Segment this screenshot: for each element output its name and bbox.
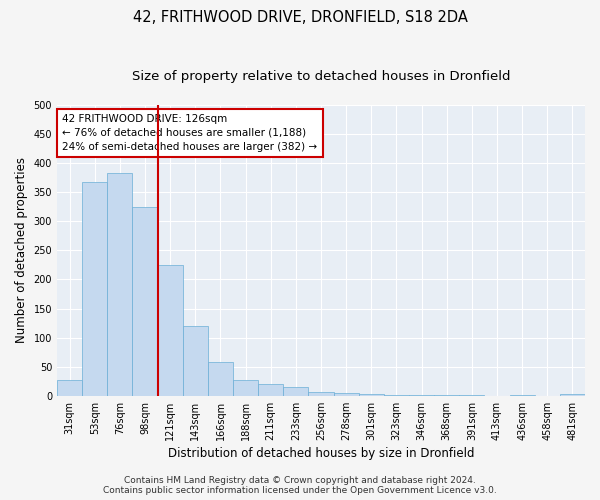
Text: 42 FRITHWOOD DRIVE: 126sqm
← 76% of detached houses are smaller (1,188)
24% of s: 42 FRITHWOOD DRIVE: 126sqm ← 76% of deta… — [62, 114, 317, 152]
Bar — [258, 384, 283, 396]
Bar — [434, 395, 459, 396]
Bar — [283, 386, 308, 396]
X-axis label: Distribution of detached houses by size in Dronfield: Distribution of detached houses by size … — [168, 447, 474, 460]
Bar — [359, 394, 384, 396]
Text: Contains HM Land Registry data © Crown copyright and database right 2024.
Contai: Contains HM Land Registry data © Crown c… — [103, 476, 497, 495]
Bar — [233, 380, 258, 396]
Bar — [409, 395, 434, 396]
Bar — [308, 392, 334, 396]
Title: Size of property relative to detached houses in Dronfield: Size of property relative to detached ho… — [132, 70, 510, 83]
Bar — [459, 395, 484, 396]
Bar — [107, 173, 133, 396]
Bar — [183, 326, 208, 396]
Bar — [133, 207, 158, 396]
Bar — [82, 182, 107, 396]
Bar — [509, 395, 535, 396]
Bar — [208, 362, 233, 396]
Bar — [560, 394, 585, 396]
Bar — [57, 380, 82, 396]
Y-axis label: Number of detached properties: Number of detached properties — [15, 158, 28, 344]
Text: 42, FRITHWOOD DRIVE, DRONFIELD, S18 2DA: 42, FRITHWOOD DRIVE, DRONFIELD, S18 2DA — [133, 10, 467, 25]
Bar — [158, 265, 183, 396]
Bar — [334, 393, 359, 396]
Bar — [384, 394, 409, 396]
